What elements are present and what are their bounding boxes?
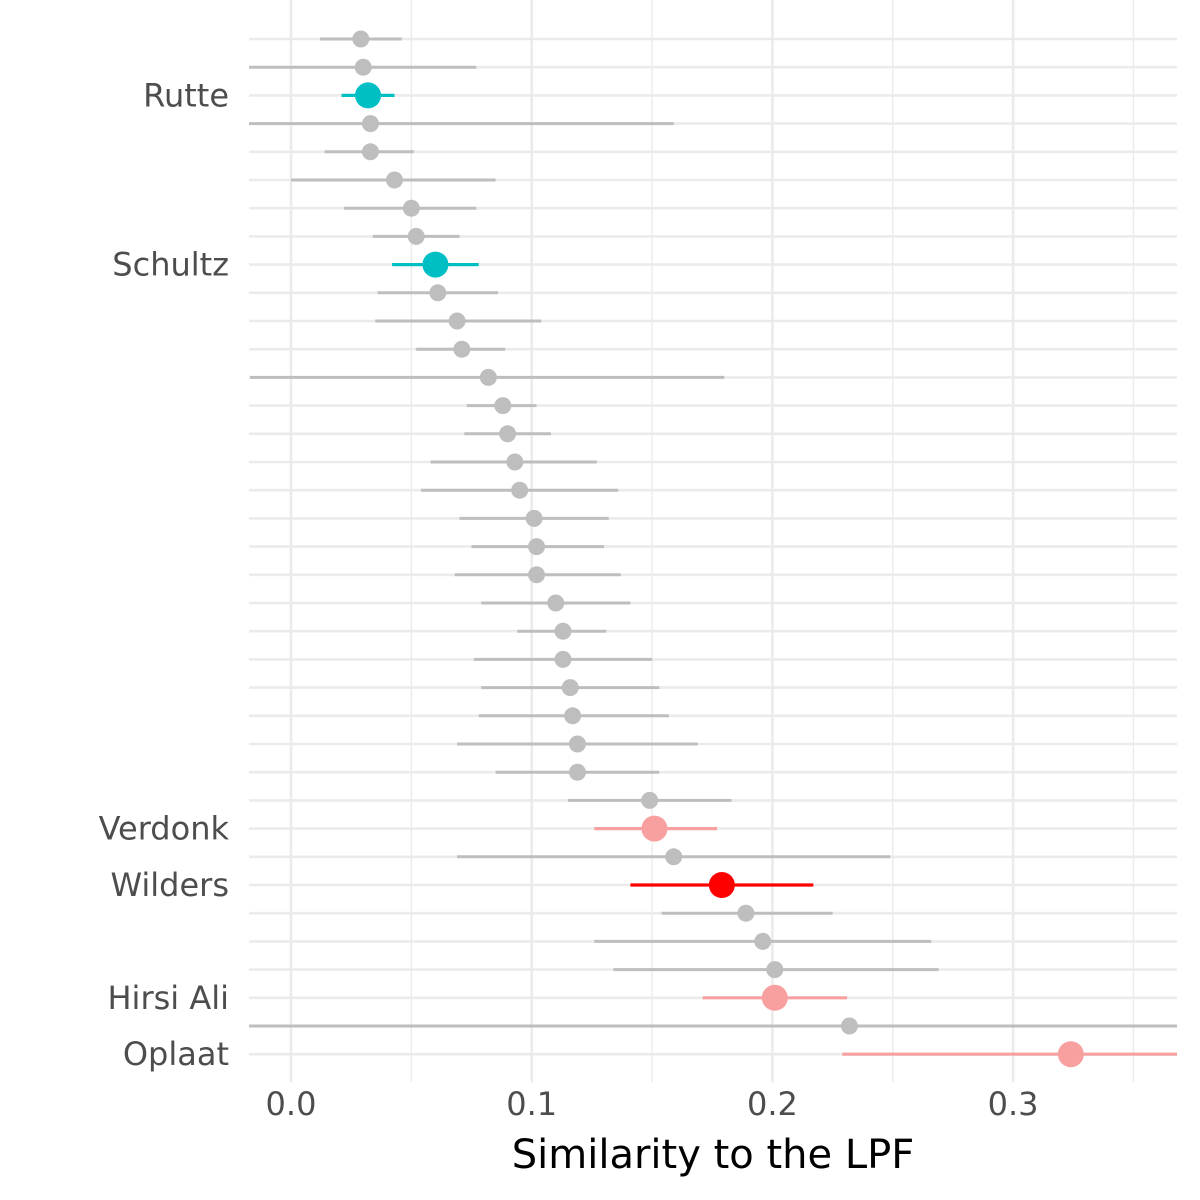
estimate-point	[564, 707, 582, 725]
estimate-point	[547, 594, 565, 612]
estimate-point	[665, 848, 683, 866]
y-tick-label: Schultz	[112, 246, 229, 284]
x-tick-label: 0.1	[506, 1085, 557, 1123]
y-tick-label: Verdonk	[99, 810, 230, 848]
estimate-point	[528, 566, 546, 584]
estimate-point	[554, 650, 572, 668]
y-axis-labels: Rutte Schultz Verdonk Wilders Hirsi Ali Oplaa…	[99, 76, 230, 1073]
estimate-point	[840, 1017, 858, 1035]
estimate-point	[386, 171, 404, 189]
estimate-point	[355, 82, 382, 109]
y-tick-label: Oplaat	[123, 1035, 229, 1073]
x-tick-label: 0.3	[988, 1085, 1039, 1123]
y-tick-label: Rutte	[143, 76, 229, 114]
estimate-point	[511, 481, 529, 499]
x-axis-title: Similarity to the LPF	[512, 1132, 914, 1178]
estimate-point	[354, 58, 372, 76]
estimate-point	[554, 622, 572, 640]
estimate-point	[568, 763, 586, 781]
estimate-point	[568, 735, 586, 753]
estimate-point	[561, 679, 579, 697]
estimate-point	[429, 284, 447, 302]
estimate-point	[766, 961, 784, 979]
estimate-point	[506, 453, 524, 471]
estimate-point	[407, 227, 425, 245]
estimate-point	[352, 30, 370, 48]
horizontal-gridlines	[249, 37, 1177, 1056]
estimate-point	[525, 509, 543, 527]
estimate-point	[453, 340, 471, 358]
estimate-point	[422, 251, 449, 278]
x-tick-label: 0.2	[747, 1085, 798, 1123]
estimate-points	[352, 30, 1084, 1068]
estimate-point	[499, 425, 517, 443]
x-axis-tick-labels: 0.0 0.1 0.2 0.3	[266, 1085, 1039, 1123]
x-tick-label: 0.0	[266, 1085, 317, 1123]
estimate-point	[448, 312, 466, 330]
estimate-point	[708, 872, 735, 898]
estimate-point	[528, 538, 546, 556]
y-tick-label: Hirsi Ali	[107, 979, 229, 1017]
estimate-point	[361, 143, 379, 161]
estimate-point	[761, 984, 788, 1011]
estimate-point	[641, 815, 668, 842]
estimate-point	[361, 115, 379, 133]
estimate-point	[737, 904, 755, 922]
estimate-point	[1057, 1041, 1084, 1068]
y-tick-label: Wilders	[110, 866, 229, 904]
estimate-point	[754, 932, 772, 950]
estimate-point	[479, 368, 497, 386]
vertical-gridlines	[289, 0, 1135, 1083]
estimate-point	[402, 199, 420, 217]
estimate-point	[494, 397, 512, 415]
estimate-point	[641, 791, 659, 809]
